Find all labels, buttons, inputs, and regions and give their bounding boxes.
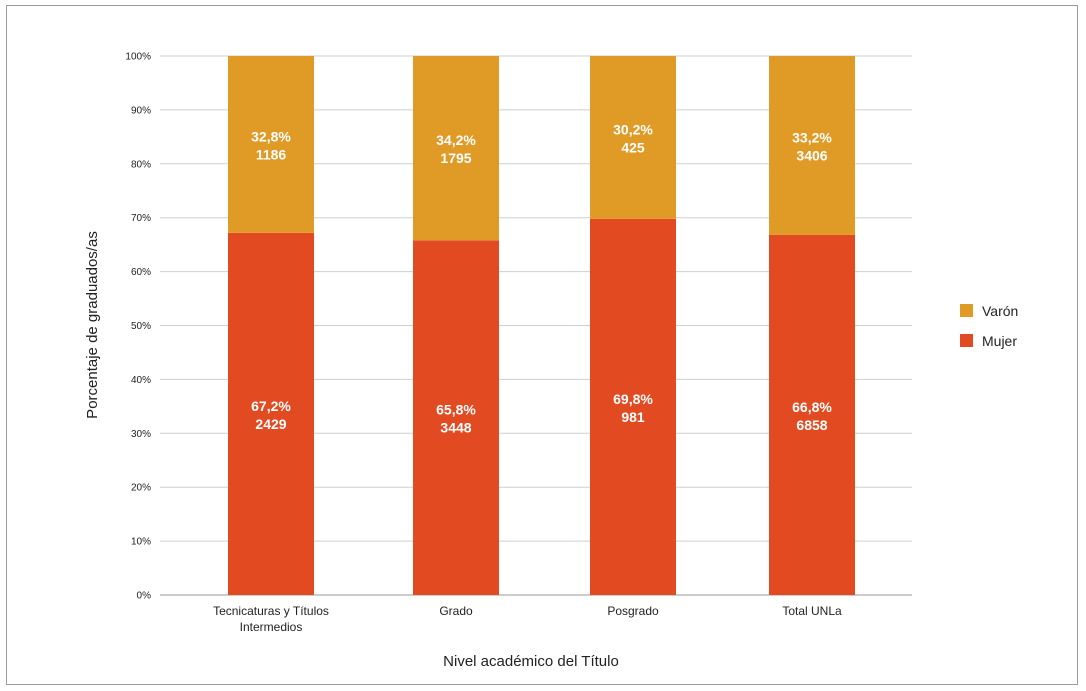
data-label-count: 3448 xyxy=(440,420,471,436)
legend-swatch xyxy=(960,334,973,347)
x-tick-label: Intermedios xyxy=(240,620,303,634)
legend-label: Mujer xyxy=(982,333,1017,349)
data-label-count: 6858 xyxy=(796,417,827,433)
y-tick-label: 80% xyxy=(131,159,151,170)
y-tick-label: 10% xyxy=(131,537,151,548)
y-tick-label: 100% xyxy=(125,52,151,63)
y-tick-label: 50% xyxy=(131,321,151,332)
data-label-percent: 30,2% xyxy=(613,121,653,137)
x-axis-title: Nivel académico del Título xyxy=(443,653,619,670)
legend-swatch xyxy=(960,304,973,317)
data-label-percent: 65,8% xyxy=(436,402,476,418)
x-tick-label: Grado xyxy=(439,604,473,618)
data-label-count: 1186 xyxy=(256,146,287,162)
bar-mujer xyxy=(769,234,855,595)
x-tick-label: Total UNLa xyxy=(782,604,842,618)
data-label-percent: 67,2% xyxy=(251,398,291,414)
bar-mujer xyxy=(590,218,676,595)
y-tick-label: 40% xyxy=(131,375,151,386)
y-tick-label: 70% xyxy=(131,213,151,224)
y-tick-label: 60% xyxy=(131,267,151,278)
data-label-percent: 32,8% xyxy=(251,128,291,144)
bar-varn xyxy=(228,56,314,233)
legend-label: Varón xyxy=(982,303,1018,319)
bar-mujer xyxy=(228,232,314,596)
bar-varn xyxy=(590,56,676,219)
bar-mujer xyxy=(413,240,499,595)
data-label-count: 425 xyxy=(621,139,645,155)
y-tick-label: 90% xyxy=(131,105,151,116)
data-label-percent: 33,2% xyxy=(792,129,832,145)
x-tick-label: Tecnicaturas y Títulos xyxy=(213,604,329,618)
data-label-count: 2429 xyxy=(255,416,286,432)
data-label-count: 1795 xyxy=(440,150,471,166)
y-tick-label: 20% xyxy=(131,483,151,494)
data-label-percent: 69,8% xyxy=(613,391,653,407)
data-label-count: 3406 xyxy=(796,147,827,163)
data-label-percent: 34,2% xyxy=(436,132,476,148)
y-tick-label: 0% xyxy=(137,591,152,602)
bar-varn xyxy=(413,56,499,241)
chart-frame xyxy=(6,5,1078,685)
data-label-percent: 66,8% xyxy=(792,399,832,415)
x-tick-label: Posgrado xyxy=(607,604,659,618)
y-tick-label: 30% xyxy=(131,429,151,440)
y-axis-title: Porcentaje de graduados/as xyxy=(84,231,101,419)
data-label-count: 981 xyxy=(621,409,645,425)
bar-varn xyxy=(769,56,855,235)
